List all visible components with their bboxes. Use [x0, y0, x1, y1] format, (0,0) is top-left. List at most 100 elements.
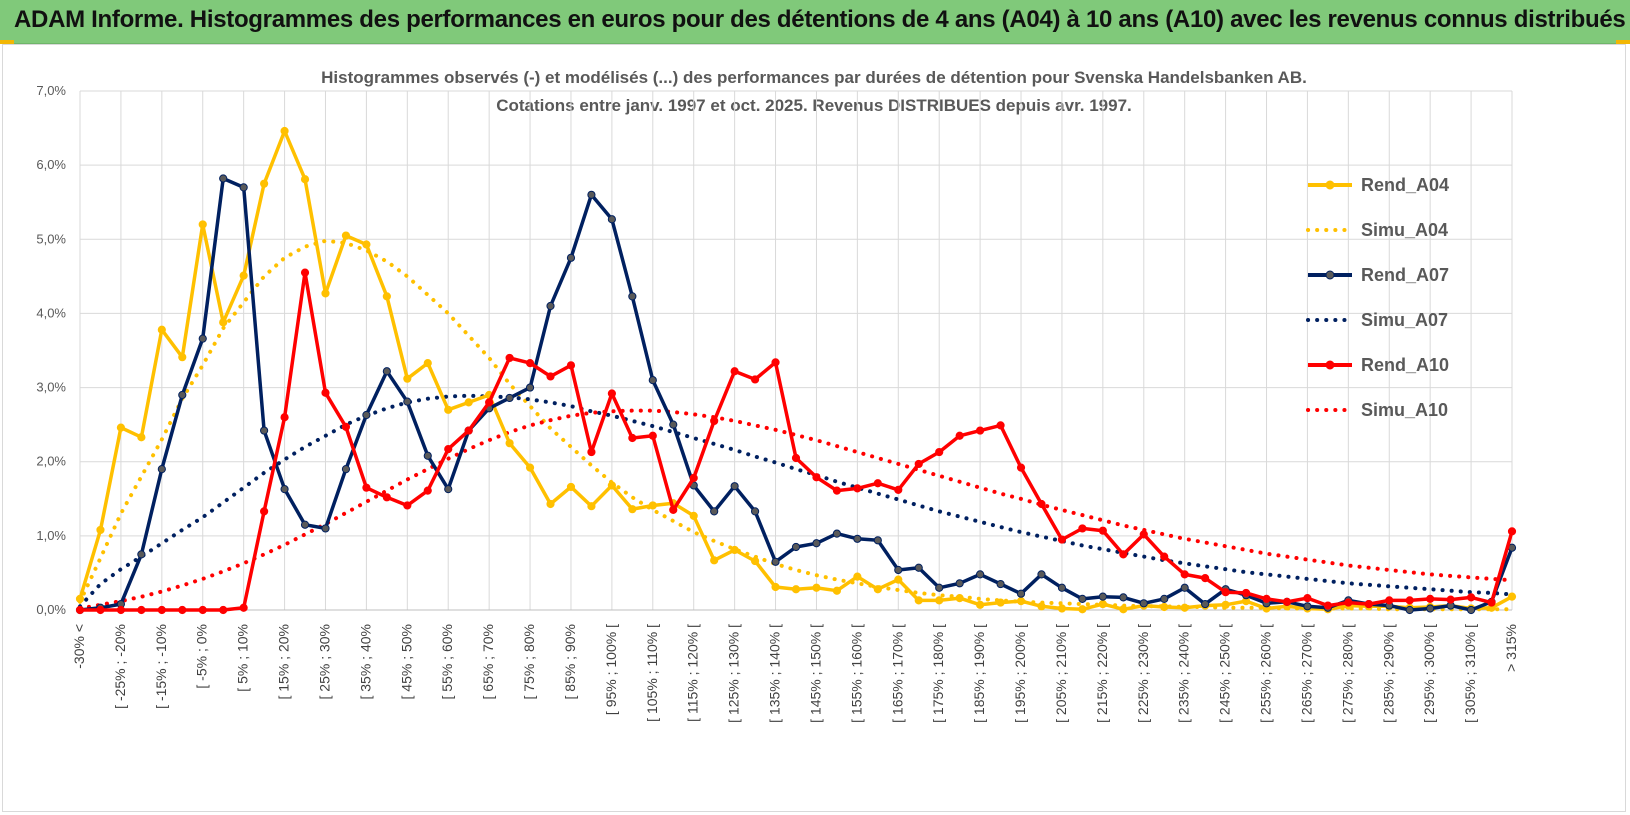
chart-title-line-1: Histogrammes observés (-) et modélisés (… — [321, 68, 1307, 87]
x-tick-label: [ 105% ; 110% [ — [644, 624, 660, 722]
data-point-rend-a10 — [157, 605, 166, 615]
data-point-rend-a10 — [1364, 599, 1373, 609]
data-point-rend-a07 — [1303, 602, 1312, 611]
x-tick-label: [ 35% ; 40% — [357, 624, 373, 700]
data-point-rend-a10 — [239, 603, 248, 612]
data-point-rend-a04 — [587, 502, 596, 511]
y-tick-label: 6,0% — [36, 157, 66, 172]
data-point-rend-a07 — [648, 376, 657, 385]
x-tick-label: [ 145% ; 150% [ — [807, 624, 823, 723]
x-tick-label: -30% < — [71, 624, 87, 669]
legend-label-rend-a10: Rend_A10 — [1361, 355, 1449, 375]
x-tick-label: [ 265% ; 270% [ — [1298, 624, 1314, 723]
data-point-rend-a10 — [382, 493, 391, 502]
data-point-rend-a07 — [362, 410, 371, 420]
x-axis-ticks: -30% < [ -25% ; -20% [ -15% ; -10% [ -5% ; … — [71, 624, 1519, 723]
data-point-rend-a10 — [1180, 570, 1189, 579]
data-point-rend-a10 — [607, 389, 616, 398]
data-point-rend-a04 — [710, 556, 719, 565]
data-point-rend-a07 — [607, 215, 616, 224]
data-point-rend-a04 — [1507, 592, 1517, 601]
data-point-rend-a04 — [853, 572, 862, 581]
data-point-rend-a04 — [730, 545, 739, 555]
header-title: ADAM Informe. Histogrammes des performan… — [14, 6, 1626, 33]
x-tick-label: [ 95% ; 100% [ — [603, 624, 619, 715]
x-tick-label: > 315% — [1503, 624, 1519, 672]
x-tick-label: [ 305% ; 310% [ — [1462, 624, 1478, 723]
data-point-rend-a04 — [280, 126, 289, 136]
x-tick-label: [ 185% ; 190% [ — [971, 624, 987, 723]
data-point-rend-a04 — [525, 463, 535, 472]
data-point-rend-a04 — [894, 575, 903, 584]
data-point-rend-a10 — [710, 416, 719, 426]
data-point-rend-a07 — [1098, 592, 1107, 601]
data-point-rend-a04 — [300, 175, 310, 184]
data-point-rend-a10 — [464, 426, 473, 435]
data-point-rend-a10 — [280, 413, 289, 422]
data-point-rend-a04 — [546, 499, 555, 509]
chart-legend: Rend_A04 Simu_A04 Rend_A07 Simu_A07 Rend_A10… — [1306, 175, 1449, 420]
x-tick-label: [ 195% ; 200% [ — [1012, 624, 1028, 723]
data-point-rend-a07 — [321, 524, 330, 533]
x-tick-label: [ 275% ; 280% [ — [1339, 624, 1355, 723]
data-point-rend-a10 — [853, 484, 862, 493]
data-point-rend-a07 — [239, 183, 248, 192]
data-point-rend-a10 — [341, 422, 351, 431]
data-point-rend-a10 — [689, 473, 698, 483]
data-point-rend-a07 — [198, 334, 207, 343]
data-point-rend-a10 — [116, 605, 126, 615]
x-tick-label: [ 245% ; 250% [ — [1217, 624, 1233, 723]
data-point-rend-a04 — [1078, 605, 1087, 614]
data-point-rend-a07 — [1016, 589, 1026, 598]
data-point-rend-a07 — [730, 482, 739, 491]
data-point-rend-a04 — [96, 525, 105, 535]
series-line-simu-a04 — [78, 238, 1514, 612]
data-point-rend-a10 — [525, 359, 535, 368]
data-point-rend-a04 — [1221, 600, 1230, 609]
data-point-rend-a10 — [1466, 593, 1476, 602]
x-tick-label: [ 255% ; 260% [ — [1258, 624, 1274, 723]
data-point-rend-a10 — [1487, 598, 1496, 607]
data-point-rend-a04 — [198, 220, 207, 229]
data-point-rend-a04 — [403, 374, 412, 383]
data-point-rend-a04 — [628, 505, 637, 514]
data-point-rend-a07 — [935, 583, 944, 592]
y-tick-label: 4,0% — [36, 305, 66, 320]
x-tick-label: [ 225% ; 230% [ — [1135, 624, 1151, 723]
data-point-rend-a07 — [628, 292, 637, 301]
data-point-rend-a10 — [648, 431, 657, 440]
data-point-rend-a04 — [873, 585, 882, 594]
data-point-rend-a10 — [137, 605, 146, 615]
data-point-rend-a04 — [157, 325, 166, 334]
data-point-rend-a10 — [260, 507, 269, 516]
data-point-rend-a07 — [853, 534, 862, 543]
data-point-rend-a10 — [587, 447, 596, 457]
data-point-rend-a10 — [1323, 601, 1332, 610]
data-point-rend-a04 — [75, 594, 85, 603]
data-point-rend-a10 — [403, 501, 412, 510]
x-tick-label: [ 285% ; 290% [ — [1380, 624, 1396, 723]
data-point-rend-a04 — [382, 292, 391, 301]
data-point-rend-a07 — [1426, 604, 1435, 613]
data-point-rend-a07 — [791, 542, 801, 552]
data-point-rend-a07 — [710, 507, 719, 516]
data-point-rend-a04 — [1119, 605, 1128, 614]
data-point-rend-a04 — [914, 596, 923, 605]
data-point-rend-a10 — [1016, 463, 1026, 472]
legend-label-rend-a04: Rend_A04 — [1361, 175, 1449, 195]
data-point-rend-a10 — [1426, 594, 1435, 603]
data-point-rend-a07 — [1139, 599, 1148, 608]
data-point-rend-a10 — [914, 459, 923, 469]
data-point-rend-a10 — [812, 473, 821, 482]
data-point-rend-a10 — [1303, 594, 1312, 603]
data-point-rend-a07 — [1180, 583, 1189, 592]
data-point-rend-a10 — [1037, 499, 1046, 509]
data-point-rend-a10 — [1282, 597, 1292, 606]
data-point-rend-a07 — [403, 397, 412, 406]
y-tick-label: 1,0% — [36, 528, 66, 543]
x-tick-label: [ 15% ; 20% — [276, 624, 292, 700]
x-tick-label: [ 65% ; 70% — [480, 624, 496, 700]
chart-gridlines — [79, 90, 1513, 611]
x-tick-label: [ 155% ; 160% [ — [848, 624, 864, 723]
